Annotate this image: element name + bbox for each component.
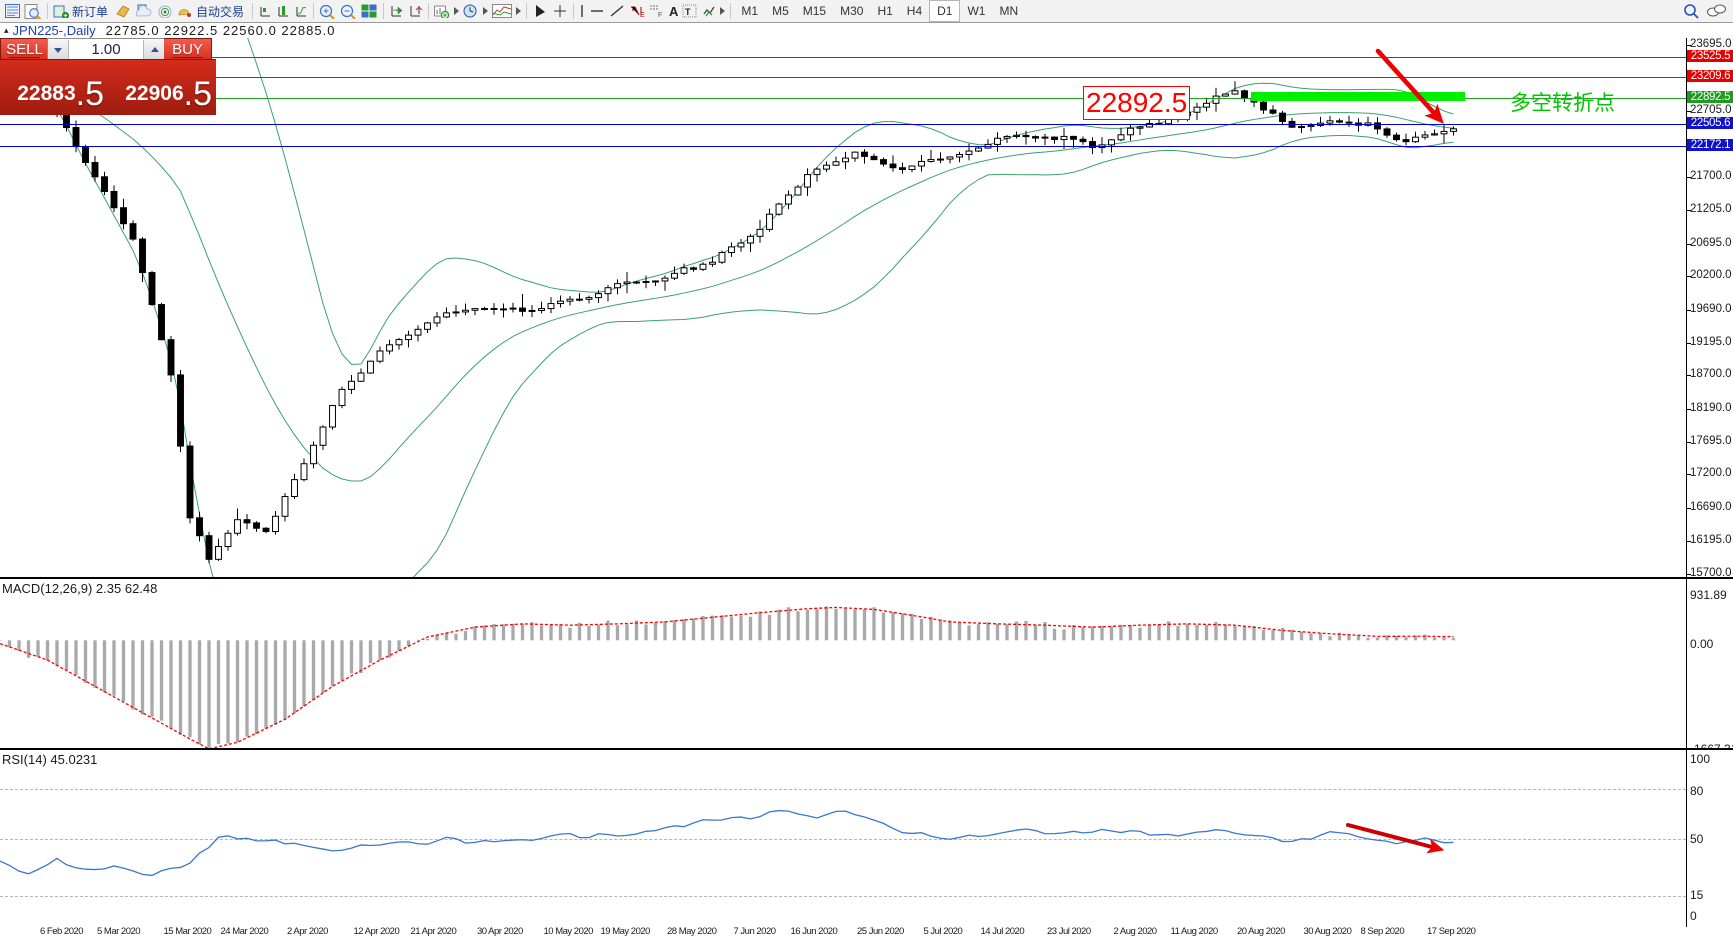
svg-text:E: E bbox=[640, 12, 645, 18]
svg-text:T: T bbox=[685, 7, 691, 17]
svg-text:F: F bbox=[658, 12, 662, 18]
